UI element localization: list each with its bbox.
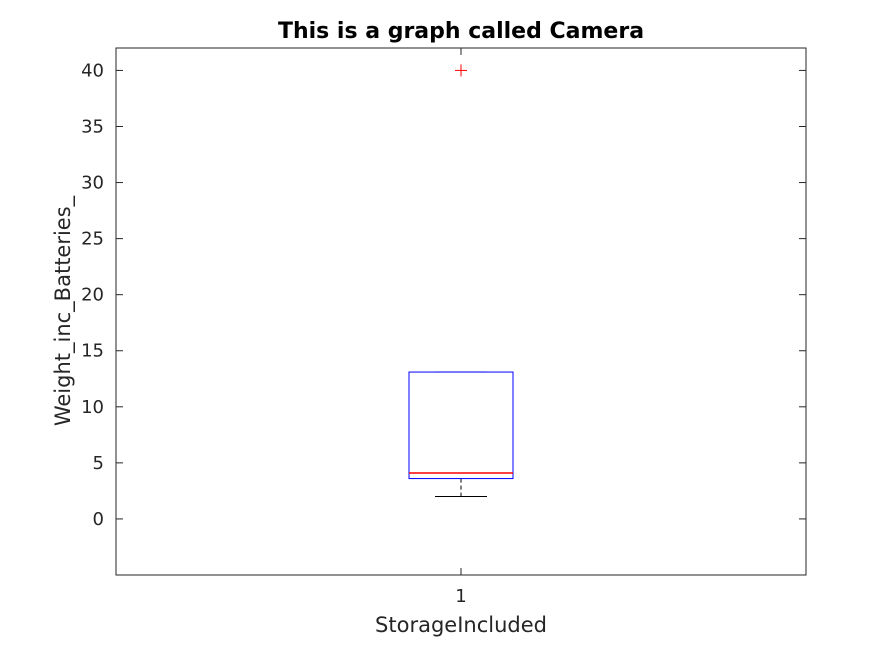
y-tick-label: 5 <box>93 453 104 474</box>
box <box>408 371 514 480</box>
y-tick-label: 40 <box>81 60 104 81</box>
y-tick-label: 20 <box>81 285 104 306</box>
y-tick-label: 0 <box>93 509 104 530</box>
y-tick-label: 30 <box>81 173 104 194</box>
y-tick-label: 25 <box>81 229 104 250</box>
x-tick-label: 1 <box>455 586 466 607</box>
y-axis-label: Weight_inc_Batteries_ <box>51 195 76 426</box>
plot-area: 0 5 10 15 20 25 30 35 40 1 <box>81 47 807 607</box>
x-axis-label: StorageIncluded <box>375 613 547 637</box>
y-tick-label: 10 <box>81 397 104 418</box>
y-tick-label: 35 <box>81 116 104 137</box>
y-tick-label: 15 <box>81 341 104 362</box>
chart-title: This is a graph called Camera <box>278 19 644 44</box>
